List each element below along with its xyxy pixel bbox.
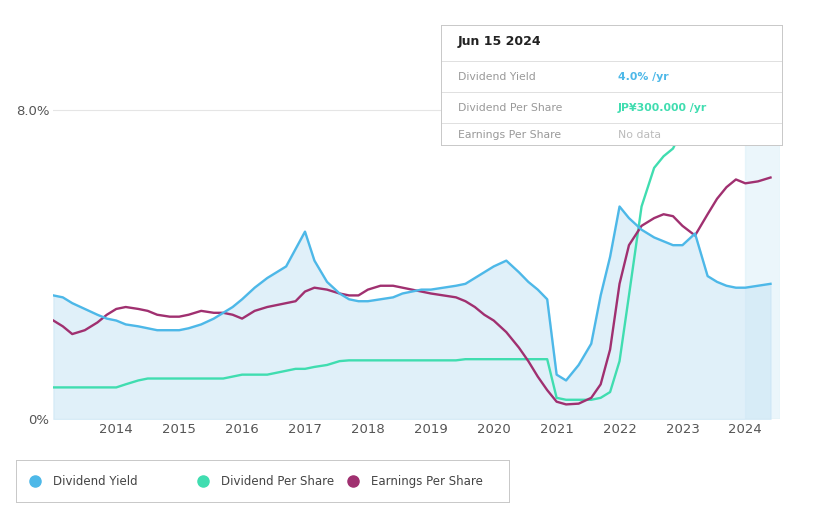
Text: No data: No data (618, 130, 661, 140)
Text: 4.0% /yr: 4.0% /yr (618, 72, 668, 82)
Text: Earnings Per Share: Earnings Per Share (371, 474, 483, 488)
Text: Dividend Yield: Dividend Yield (53, 474, 138, 488)
Text: Dividend Per Share: Dividend Per Share (221, 474, 334, 488)
Text: Past: Past (749, 112, 773, 124)
Text: JP¥300.000 /yr: JP¥300.000 /yr (618, 103, 708, 113)
Text: Dividend Per Share: Dividend Per Share (458, 103, 562, 113)
Text: Earnings Per Share: Earnings Per Share (458, 130, 561, 140)
Bar (745, 64, 780, 419)
Text: Dividend Yield: Dividend Yield (458, 72, 535, 82)
Text: Jun 15 2024: Jun 15 2024 (458, 35, 542, 48)
